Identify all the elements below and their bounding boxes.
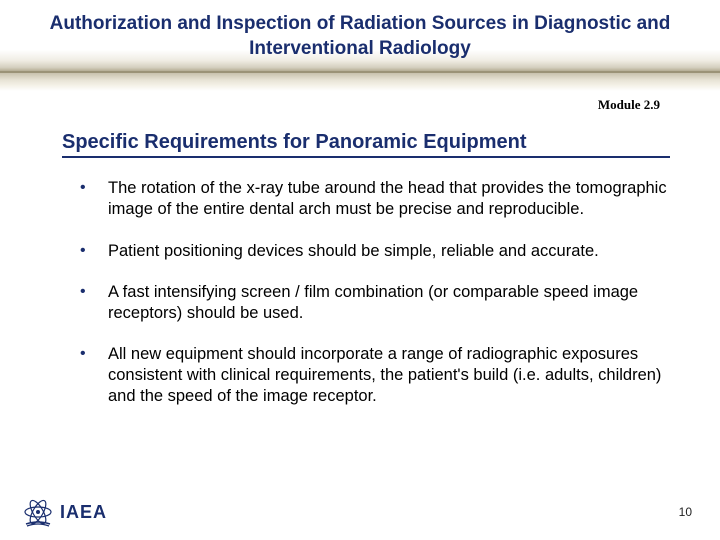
list-item: The rotation of the x-ray tube around th… [80, 178, 670, 220]
bullet-list: The rotation of the x-ray tube around th… [62, 178, 670, 407]
org-logo: IAEA [22, 496, 107, 528]
header-title: Authorization and Inspection of Radiatio… [40, 12, 680, 61]
slide-header: Authorization and Inspection of Radiatio… [0, 0, 720, 73]
module-label: Module 2.9 [0, 91, 720, 113]
org-name: IAEA [60, 502, 107, 523]
section-title: Specific Requirements for Panoramic Equi… [62, 131, 670, 158]
list-item: A fast intensifying screen / film combin… [80, 282, 670, 324]
atom-icon [22, 496, 54, 528]
list-item: All new equipment should incorporate a r… [80, 344, 670, 407]
page-number: 10 [679, 505, 692, 519]
slide-footer: IAEA 10 [0, 490, 720, 534]
list-item: Patient positioning devices should be si… [80, 241, 670, 262]
header-divider-band [0, 73, 720, 91]
slide-content: Specific Requirements for Panoramic Equi… [0, 113, 720, 407]
